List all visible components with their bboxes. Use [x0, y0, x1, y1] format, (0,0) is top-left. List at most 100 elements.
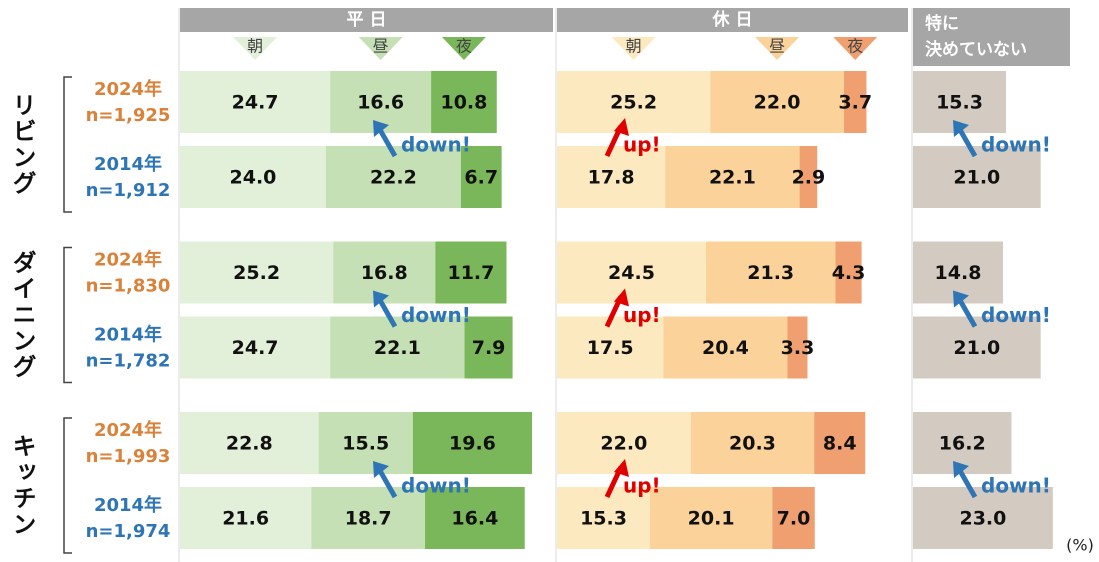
bar-segment [835, 241, 862, 304]
bar-segment [650, 487, 773, 549]
annotation: down! [401, 303, 471, 327]
bar-segment [705, 241, 836, 304]
value-label: 2.9 [792, 167, 826, 189]
bar-segment [180, 241, 334, 304]
bar-segment [557, 487, 651, 549]
bar-segment [557, 316, 664, 379]
series-marker [233, 37, 278, 60]
value-label: 25.2 [610, 92, 657, 114]
bracket [63, 76, 72, 213]
value-label: 25.2 [233, 262, 280, 284]
annotation: up! [623, 133, 661, 157]
panel-title: 特に [925, 13, 959, 34]
value-label: 18.7 [345, 508, 392, 530]
bar-segment [330, 316, 465, 379]
value-label: 22.2 [370, 167, 417, 189]
bar-segment [663, 316, 788, 379]
arrow-shaft [376, 297, 398, 328]
value-label: 22.1 [374, 337, 421, 359]
panel-title: 平 日 [347, 10, 387, 30]
value-label: 21.6 [222, 508, 269, 530]
value-label: 10.8 [440, 92, 487, 114]
bar-segment [913, 412, 1012, 474]
series-marker [833, 37, 878, 60]
bar-segment [180, 487, 312, 549]
value-label: 7.9 [472, 337, 506, 359]
value-label: 20.1 [688, 508, 735, 530]
value-label: 21.0 [953, 167, 1000, 189]
value-label: 17.5 [587, 337, 634, 359]
series-label: 昼 [373, 37, 389, 56]
bar-segment [557, 71, 711, 133]
bar-segment [180, 412, 319, 474]
arrow-head [953, 120, 969, 137]
bar-segment [913, 316, 1041, 379]
n-label: n=1,782 [86, 351, 171, 372]
value-label: 22.0 [600, 433, 647, 455]
arrow-head [614, 118, 629, 136]
bar-segment [180, 71, 331, 133]
value-label: 17.8 [588, 167, 635, 189]
value-label: 7.0 [777, 508, 811, 530]
bar-segment [180, 316, 331, 379]
value-label: 3.3 [781, 337, 815, 359]
series-label: 昼 [769, 37, 785, 56]
value-label: 14.8 [935, 262, 982, 284]
bar-segment [913, 146, 1041, 208]
value-label: 8.4 [823, 433, 857, 455]
arrow-head [373, 461, 389, 478]
value-label: 4.3 [832, 262, 866, 284]
n-label: n=1,830 [86, 276, 171, 297]
value-label: 19.6 [449, 433, 496, 455]
year-label: 2014年 [94, 324, 162, 346]
value-label: 15.3 [580, 508, 627, 530]
arrow-shaft [376, 467, 398, 499]
value-label: 22.1 [709, 167, 756, 189]
bar-segment [311, 487, 426, 549]
bar-segment [665, 146, 800, 208]
series-label: 夜 [456, 37, 472, 56]
room-label: リビング [8, 93, 36, 197]
value-label: 15.3 [936, 92, 983, 114]
value-label: 24.5 [608, 262, 655, 284]
bar-segment [913, 487, 1053, 549]
bar-segment [180, 146, 326, 208]
value-label: 24.0 [230, 167, 277, 189]
bar-segment [799, 146, 818, 208]
annotation: down! [401, 474, 471, 498]
series-marker [755, 37, 800, 60]
value-label: 20.4 [702, 337, 749, 359]
bar-segment [787, 316, 808, 379]
value-label: 22.0 [754, 92, 801, 114]
bar-segment [464, 316, 513, 379]
n-label: n=1,912 [86, 180, 171, 201]
bar-segment [690, 412, 815, 474]
value-label: 16.2 [939, 433, 986, 455]
bar-segment [557, 146, 666, 208]
value-label: 24.7 [232, 337, 279, 359]
n-label: n=1,993 [86, 446, 171, 467]
value-label: 24.7 [232, 92, 279, 114]
series-label: 夜 [847, 37, 863, 56]
bar-segment [814, 412, 866, 474]
room-label: ダイニング [8, 250, 36, 380]
panel-title: 決めていない [925, 39, 1027, 60]
value-label: 21.3 [747, 262, 794, 284]
series-label: 朝 [626, 37, 642, 56]
value-label: 22.8 [226, 433, 273, 455]
bracket [63, 246, 72, 384]
bar-segment [710, 71, 844, 133]
value-label: 11.7 [447, 262, 494, 284]
bar-segment [772, 487, 815, 549]
value-label: 6.7 [464, 167, 498, 189]
value-label: 16.4 [451, 508, 498, 530]
unit-label: (%) [1066, 536, 1094, 555]
bar-segment [843, 71, 867, 133]
year-label: 2024年 [94, 78, 162, 100]
panel-header [913, 8, 1070, 66]
bar-segment [435, 241, 507, 304]
year-label: 2024年 [94, 419, 162, 441]
bar-segment [431, 71, 497, 133]
value-label: 16.8 [361, 262, 408, 284]
